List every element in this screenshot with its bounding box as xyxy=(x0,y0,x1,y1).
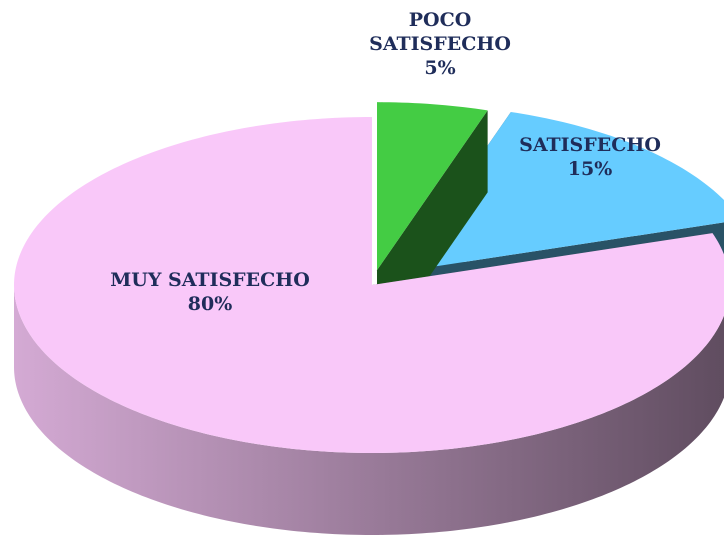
slice xyxy=(14,117,724,453)
category-label: POCO SATISFECHO xyxy=(369,9,511,55)
category-label: SATISFECHO xyxy=(519,134,661,156)
slice-label: POCO SATISFECHO 5% xyxy=(365,8,515,80)
slice-label: SATISFECHO 15% xyxy=(500,133,680,181)
value-label: 80% xyxy=(187,293,233,315)
slice-label: MUY SATISFECHO 80% xyxy=(60,268,360,316)
slice xyxy=(400,111,724,272)
slice xyxy=(377,102,488,271)
slice-side xyxy=(14,285,724,535)
value-label: 5% xyxy=(424,57,456,79)
category-label: MUY SATISFECHO xyxy=(110,269,310,291)
value-label: 15% xyxy=(567,158,613,180)
